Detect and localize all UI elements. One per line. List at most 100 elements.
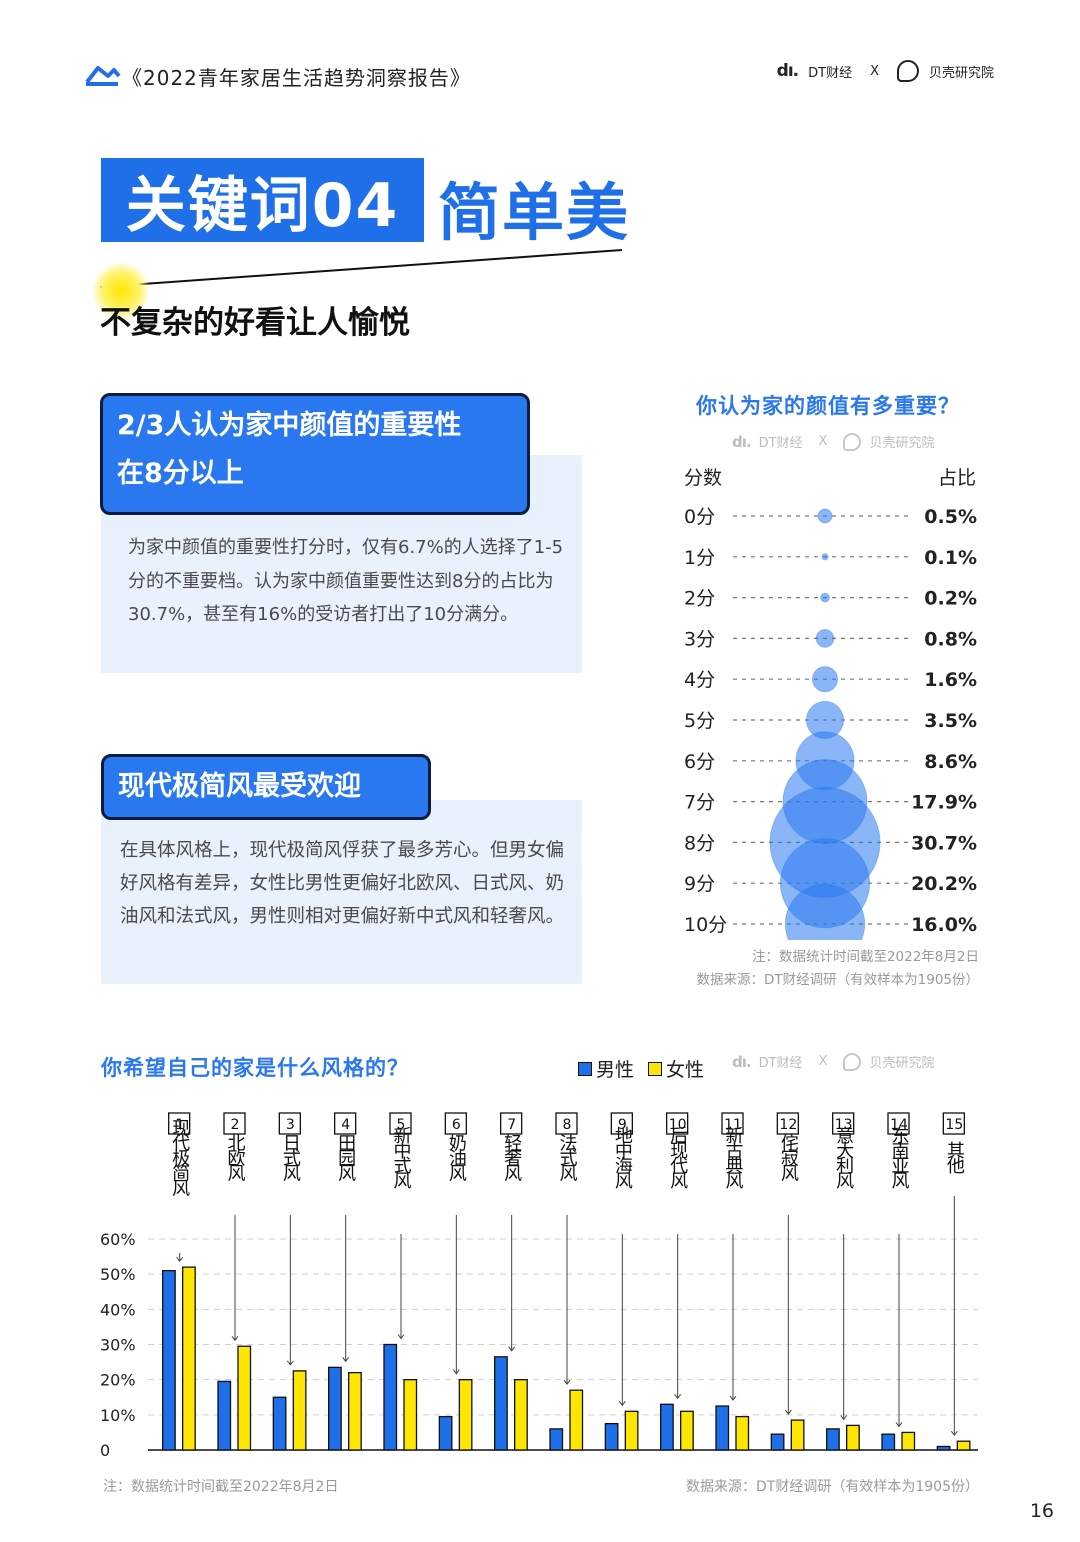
bubble-value-label: 0.1% [924,547,977,569]
category-number: 6 [452,1117,461,1133]
category-number-box [721,1112,744,1135]
bar-female [458,1379,473,1451]
legend-label-male: 男性 [596,1059,635,1081]
wm-bk: 贝壳研究院 [869,436,935,451]
category-number-box [278,1112,301,1135]
bar-y-tick-label: 10% [100,1406,136,1425]
category-number-box [168,1112,191,1135]
category-label: 其他 [944,1141,965,1174]
bubble-value-label: 20.2% [911,873,977,895]
bar-male [660,1403,674,1451]
bar-male [826,1428,840,1451]
category-number-box [555,1112,578,1135]
category-label: 东南亚风 [889,1126,910,1189]
bubble-value-label: 3.5% [924,710,977,732]
category-pointer-arrow [674,1393,682,1400]
category-pointer-arrow [618,1401,626,1407]
bubble-mark [817,508,833,524]
bk-logo-icon [896,60,919,82]
legend-label-female: 女性 [666,1059,705,1081]
bubble-mark [784,883,866,940]
bar-y-tick-label: 0 [100,1441,110,1460]
callout2-heading: 现代极简风最受欢迎 [101,754,431,820]
bubble-col-left: 分数 [684,467,722,489]
bar-female [790,1419,805,1451]
bubble-category-label: 1分 [684,547,715,569]
legend-swatch-male [578,1061,592,1076]
category-number: 11 [724,1117,742,1133]
category-pointer-arrow [342,1357,350,1363]
category-pointer-arrow [950,1430,958,1437]
bubble-chart: 分数 占比 0分 0.5% 1分 0.1% 2分 0.2% 3分 0.8% 4分 1.6% 5分 3.5%… [684,467,977,940]
bar-male [936,1445,951,1451]
keyword-label: 关键词04 [101,158,424,242]
category-number-box [334,1112,357,1135]
bubble-value-label: 8.6% [924,751,977,773]
bar-female [624,1410,639,1451]
bubble-category-label: 9分 [684,873,715,895]
category-label: 北欧风 [225,1133,246,1181]
wm-dt: DT财经 [758,1056,803,1071]
bar-male [272,1396,287,1451]
bar-y-tick-label: 60% [100,1230,136,1249]
bar-y-tick-label: 50% [100,1265,136,1284]
page-number: 16 [1029,1500,1054,1522]
brand-separator: X [870,63,879,79]
category-number-box [444,1112,467,1135]
category-label: 后现代风 [667,1126,688,1189]
bubble-value-label: 0.8% [924,628,977,650]
bubble-chart-title: 你认为家的颜值有多重要？ [696,394,960,418]
bar-chart-legend: 男性 女性 [578,1055,704,1082]
bubble-value-label: 30.7% [911,832,977,854]
bubble-col-right: 占比 [938,467,976,489]
category-number-box [887,1112,910,1135]
report-title: 《2022青年家居生活趋势洞察报告》 [122,66,471,90]
bubble-chart-watermark: dı. DT财经 X 贝壳研究院 [732,432,934,451]
bar-male [438,1415,453,1451]
bar-male [770,1433,785,1451]
category-number-box [500,1112,523,1135]
category-label: 新古典风 [723,1126,744,1189]
bar-chart-title: 你希望自己的家是什么风格的？ [101,1056,409,1080]
bar-male [383,1343,398,1451]
category-label: 轻奢风 [501,1133,522,1181]
category-number: 8 [563,1117,572,1133]
category-number: 13 [835,1117,853,1133]
category-pointer-arrow [840,1415,848,1421]
bar-female [846,1424,860,1451]
bubble-value-label: 1.6% [924,669,977,691]
category-number-box [666,1112,689,1135]
category-number: 2 [231,1117,240,1133]
brand-dt: DT财经 [808,65,853,81]
category-number: 9 [618,1117,627,1133]
bar-female [956,1440,971,1451]
legend-item-male: 男性 [578,1055,634,1082]
bubble-category-label: 10分 [684,914,727,936]
bubble-category-label: 6分 [684,751,715,773]
category-pointer-arrow [452,1369,460,1375]
bar-male [494,1356,508,1451]
category-number-box [389,1112,412,1135]
bubble-category-label: 8分 [684,832,715,854]
bubble-chart-note: 注：数据统计时间截至2022年8月2日 [751,949,979,965]
category-number: 3 [286,1117,295,1133]
category-number: 4 [341,1117,350,1133]
wm-dt: DT财经 [758,436,803,451]
brand-bk: 贝壳研究院 [928,65,994,81]
bar-male [162,1269,176,1451]
category-pointer-arrow [563,1379,571,1386]
divider-line [100,249,623,288]
category-pointer-arrow [729,1395,737,1401]
category-number-box [610,1112,633,1135]
bubble-mark [820,592,830,603]
category-number-box [776,1112,799,1135]
category-pointer-arrow [176,1256,184,1262]
category-pointer-arrow [895,1422,903,1428]
bubble-value-label: 16.0% [911,914,977,936]
bar-male [881,1433,896,1451]
category-number: 10 [669,1117,687,1133]
keyword-word: 简单美 [438,176,631,249]
callout1-heading-line1: 2/3人认为家中颜值的重要性 [117,410,462,441]
wm-x: X [818,1054,828,1069]
